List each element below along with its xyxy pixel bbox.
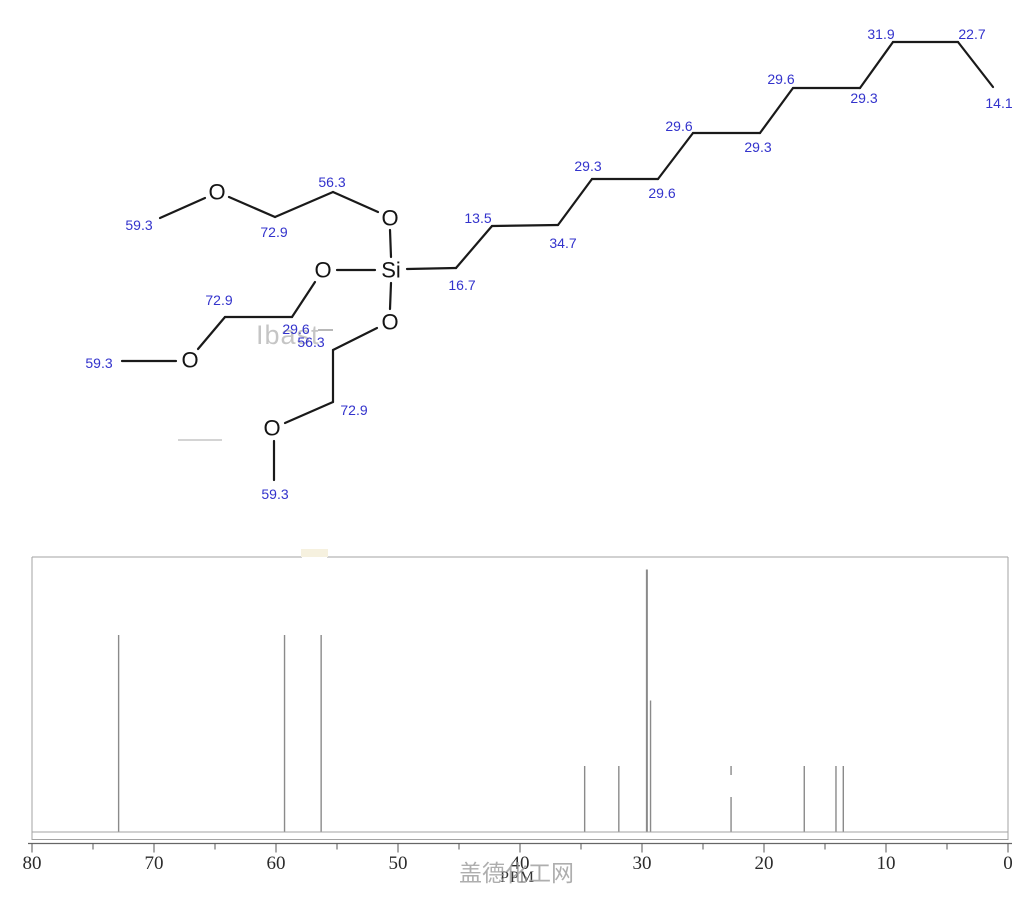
shift-label: 29.3 [850,90,877,106]
shift-label: 29.6 [282,321,309,337]
bond-line [331,190,380,214]
axis-tick-label: 60 [267,853,286,874]
atom-label: Si [381,258,401,283]
baseline-band [31,831,1009,840]
top-border-artifact [301,549,328,557]
axis-tick-label: 10 [877,853,896,874]
shift-label: 59.3 [261,486,288,502]
bond-line [388,228,393,259]
atom-label: O [381,206,398,231]
bond-line [283,400,335,425]
bond-line [227,195,277,219]
shift-label: 59.3 [125,217,152,233]
bond-line [956,40,995,89]
shift-label: 59.3 [85,355,112,371]
shift-label: 31.9 [867,26,894,42]
peak-break-artifact [727,775,736,797]
bond-line [858,40,895,90]
axis-tick-label: 30 [633,853,652,874]
shift-label: 29.6 [665,118,692,134]
x-axis-title: PPM [500,869,536,886]
atom-label: O [208,180,225,205]
shift-label: 16.7 [448,277,475,293]
shift-label: 29.3 [574,158,601,174]
axis-tick-label: 80 [23,853,42,874]
axis-tick-label: 40 [511,853,530,874]
shift-label: 22.7 [958,26,985,42]
bond-line [490,223,560,228]
bond-line [454,224,494,270]
shift-label: 14.1 [985,95,1012,111]
bond-line [331,326,379,352]
axis-tick-label: 50 [389,853,408,874]
shift-label: 29.3 [744,139,771,155]
watermark-center: Ibast [256,320,320,350]
shift-label: 72.9 [205,292,232,308]
atom-label: O [181,348,198,373]
watermark-bottom: 盖德化工网 [459,861,574,887]
shift-label: 13.5 [464,210,491,226]
bond-line [758,86,795,135]
axis-tick-label: 20 [755,853,774,874]
bond-line [656,131,695,181]
shift-label: 56.3 [318,174,345,190]
shift-label: 34.7 [549,235,576,251]
shift-label: 72.9 [260,224,287,240]
atom-label: O [263,416,280,441]
bond-line [290,280,317,319]
atom-label: O [314,258,331,283]
shift-label: 29.6 [767,71,794,87]
shift-label: 72.9 [340,402,367,418]
axis-tick-label: 70 [145,853,164,874]
shift-label: 29.6 [648,185,675,201]
bond-line [405,266,458,271]
bond-line [556,177,594,227]
bond-line [273,190,335,219]
bond-line [388,281,393,311]
shift-label: 56.3 [297,334,324,350]
bond-line [158,196,207,220]
atom-label: O [381,310,398,335]
bond-line [196,315,227,351]
axis-tick-label: 0 [1003,853,1013,874]
